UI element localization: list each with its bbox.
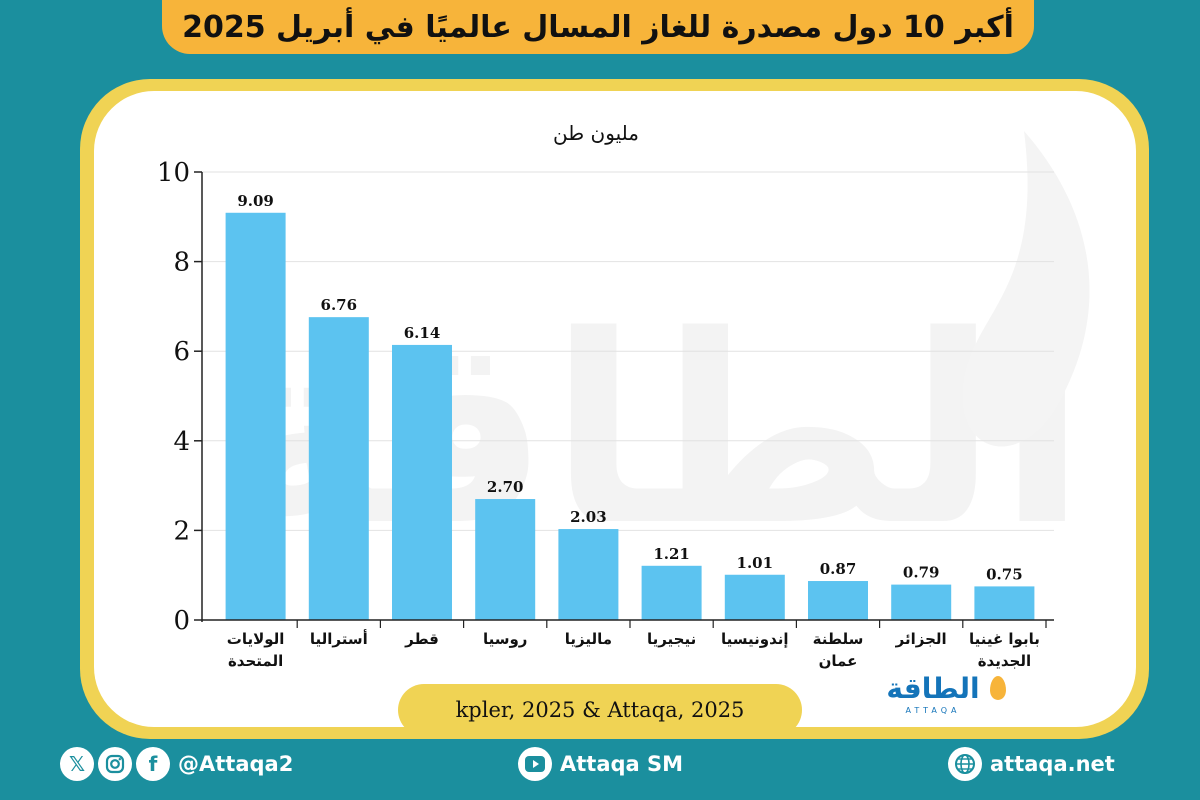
social-handle[interactable]: @Attaqa2 (178, 752, 294, 776)
x-category-label: الجديدة (978, 652, 1031, 670)
x-icon[interactable]: 𝕏 (60, 747, 94, 781)
data-label: 0.87 (820, 560, 857, 578)
x-category-label: المتحدة (228, 652, 283, 670)
title-banner: أكبر 10 دول مصدرة للغاز المسال عالميًا ف… (162, 0, 1034, 54)
x-category-label: الولايات (227, 630, 285, 648)
x-category-label: ماليزيا (565, 630, 612, 648)
data-label: 0.79 (903, 564, 940, 582)
footer-youtube: Attaqa SM (518, 744, 683, 784)
instagram-icon[interactable] (98, 747, 132, 781)
bar (308, 317, 369, 620)
footer-website: attaqa.net (948, 744, 1115, 784)
y-tick-label: 8 (173, 248, 190, 278)
bar (475, 499, 536, 620)
x-category-label: قطر (404, 630, 439, 648)
youtube-icon[interactable] (518, 747, 552, 781)
data-label: 6.14 (404, 324, 441, 342)
y-tick-label: 10 (157, 158, 190, 188)
data-label: 6.76 (321, 296, 358, 314)
data-label: 0.75 (986, 565, 1023, 583)
x-category-label: نيجيريا (647, 630, 696, 648)
attaqa-logo: الطاقة ATTAQA (878, 672, 1013, 724)
data-label: 2.03 (570, 508, 607, 526)
y-tick-label: 6 (173, 337, 190, 367)
x-category-label: إندونيسيا (721, 630, 789, 648)
data-label: 1.01 (737, 554, 774, 572)
logo-text: الطاقة (886, 672, 980, 705)
bar (891, 584, 952, 620)
bar (808, 581, 868, 620)
data-label: 1.21 (653, 545, 690, 563)
y-axis-label: مليون طن (553, 121, 639, 145)
bar (225, 212, 286, 620)
drop-icon (990, 676, 1006, 700)
bar (558, 529, 619, 620)
website-url[interactable]: attaqa.net (990, 752, 1115, 776)
x-category-label: الجزائر (895, 630, 947, 648)
chart-title: أكبر 10 دول مصدرة للغاز المسال عالميًا ف… (182, 9, 1014, 45)
y-tick-label: 2 (173, 516, 190, 546)
source-text: kpler, 2025 & Attaqa, 2025 (455, 698, 745, 722)
globe-icon[interactable] (948, 747, 982, 781)
bar (974, 586, 1035, 620)
x-category-label: أستراليا (310, 629, 368, 648)
bar (641, 565, 702, 620)
source-pill: kpler, 2025 & Attaqa, 2025 (398, 684, 802, 736)
x-category-label: بابوا غينيا (969, 630, 1040, 648)
youtube-channel[interactable]: Attaqa SM (560, 752, 684, 776)
y-tick-label: 0 (173, 606, 190, 636)
x-category-label: روسيا (483, 630, 527, 648)
bar (724, 574, 785, 620)
bar (392, 344, 452, 620)
x-category-label: عمان (819, 652, 858, 670)
data-label: 9.09 (237, 192, 274, 210)
data-label: 2.70 (487, 478, 524, 496)
facebook-icon[interactable]: f (136, 747, 170, 781)
logo-subtext: ATTAQA (905, 706, 961, 715)
y-tick-label: 4 (173, 427, 190, 457)
x-category-label: سلطنة (813, 630, 864, 648)
footer-social: 𝕏 f @Attaqa2 (60, 744, 293, 784)
